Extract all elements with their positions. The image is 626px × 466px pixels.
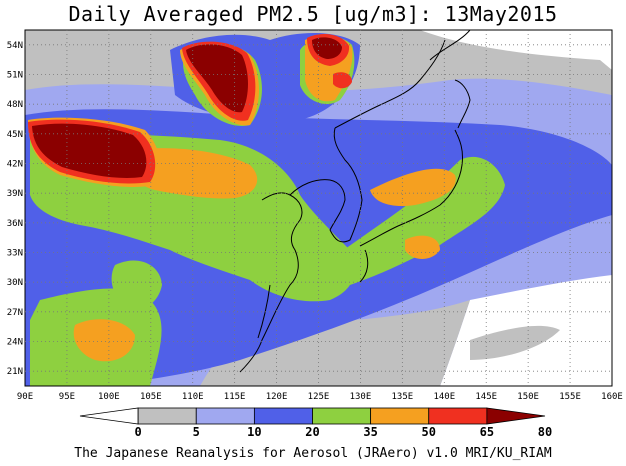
lon-tick-label: 145E — [475, 392, 497, 402]
chart-title: Daily Averaged PM2.5 [ug/m3]: 13May2015 — [68, 2, 558, 26]
lon-tick-label: 105E — [140, 392, 162, 402]
lat-tick-label: 21N — [7, 367, 23, 377]
lat-tick-label: 27N — [7, 308, 23, 318]
lat-tick-label: 45N — [7, 130, 23, 140]
colorbar: 0 5 10 20 35 50 65 80 — [79, 407, 552, 439]
orange-region-east — [405, 235, 440, 259]
lon-tick-label: 90E — [17, 392, 33, 402]
lon-tick-label: 150E — [517, 392, 539, 402]
red-region-northeast-2 — [333, 72, 352, 89]
colorbar-label: 20 — [305, 425, 319, 439]
darkred-region-north — [186, 44, 248, 113]
colorbar-swatch — [486, 407, 546, 425]
colorbar-swatch — [195, 407, 255, 425]
lat-tick-label: 54N — [7, 41, 23, 51]
lon-tick-label: 120E — [266, 392, 288, 402]
footer-credit: The Japanese Reanalysis for Aerosol (JRA… — [74, 446, 552, 461]
green-region-south-lobe — [111, 260, 162, 309]
darkred-region-west — [32, 123, 147, 178]
colorbar-swatch — [79, 407, 139, 425]
latitude-labels: 54N 51N 48N 45N 42N 39N 36N 33N 30N 27N 24N 21N — [7, 41, 23, 377]
gray-region-south — [200, 300, 470, 386]
green-region-japan — [330, 156, 505, 285]
lat-tick-label: 24N — [7, 338, 23, 348]
colorbar-label: 80 — [538, 425, 552, 439]
colorbar-swatch — [312, 407, 372, 425]
lon-tick-label: 95E — [59, 392, 75, 402]
coastlines — [239, 30, 471, 373]
lon-tick-label: 140E — [433, 392, 455, 402]
colorbar-label: 50 — [422, 425, 436, 439]
lon-tick-label: 125E — [308, 392, 330, 402]
lon-tick-label: 130E — [350, 392, 372, 402]
lon-tick-label: 100E — [98, 392, 120, 402]
colorbar-swatch — [137, 407, 197, 425]
colorbar-label: 5 — [193, 425, 200, 439]
colorbar-swatch — [253, 407, 313, 425]
lat-tick-label: 33N — [7, 249, 23, 259]
colorbar-label: 35 — [363, 425, 377, 439]
graticule — [25, 30, 612, 386]
lon-tick-label: 160E — [601, 392, 623, 402]
lat-tick-label: 36N — [7, 219, 23, 229]
orange-region-japan-sea — [370, 168, 456, 207]
lat-tick-label: 30N — [7, 278, 23, 288]
colorbar-label: 0 — [135, 425, 142, 439]
lat-tick-label: 48N — [7, 100, 23, 110]
lon-tick-label: 110E — [182, 392, 204, 402]
colorbar-label: 65 — [480, 425, 494, 439]
gray-region-east-islands — [470, 325, 560, 360]
colorbar-label: 10 — [247, 425, 261, 439]
lon-tick-label: 155E — [559, 392, 581, 402]
lat-tick-label: 42N — [7, 160, 23, 170]
lon-tick-label: 115E — [224, 392, 246, 402]
colorbar-swatch — [428, 407, 488, 425]
orange-region-south — [73, 319, 135, 362]
orange-region-china — [128, 148, 258, 199]
darkred-region-northeast — [312, 37, 342, 59]
lat-tick-label: 51N — [7, 71, 23, 81]
lon-tick-label: 135E — [392, 392, 414, 402]
longitude-labels: 90E 95E 100E 105E 110E 115E 120E 125E 130E 135E 14… — [17, 392, 623, 402]
lat-tick-label: 39N — [7, 189, 23, 199]
colorbar-swatch — [370, 407, 430, 425]
